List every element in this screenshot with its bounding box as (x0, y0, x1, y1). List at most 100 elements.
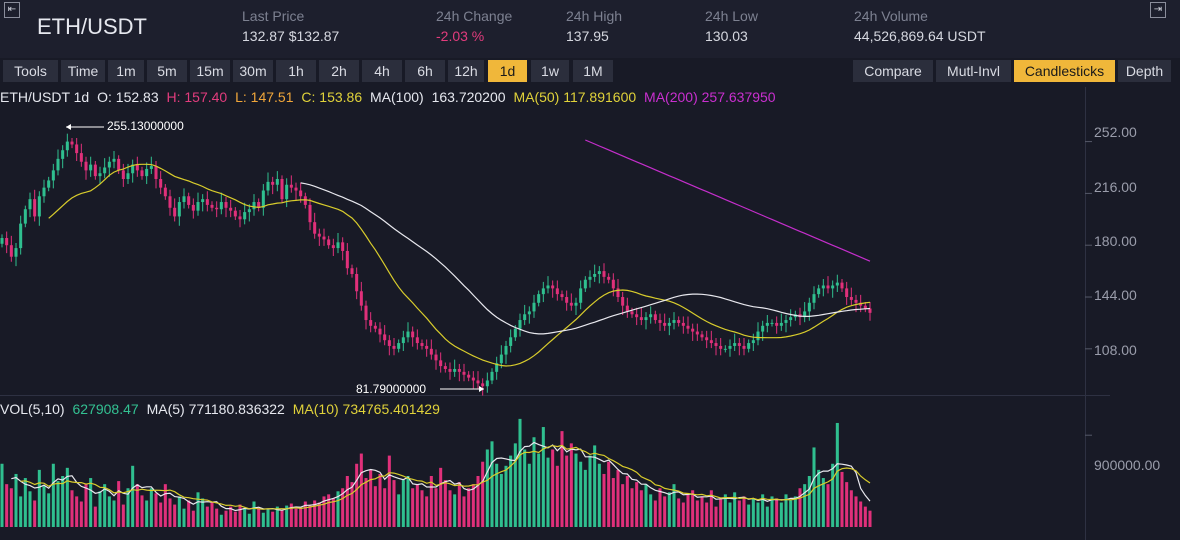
volume-bar (719, 498, 723, 527)
volume-bar (117, 481, 121, 527)
candle-body (709, 340, 713, 344)
volume-bar (257, 507, 261, 527)
candle-body (630, 311, 634, 315)
candle-body (476, 380, 480, 384)
candle-body (812, 294, 816, 303)
volume-bar (247, 513, 251, 527)
interval-1w-button[interactable]: 1w (531, 60, 569, 82)
volume-bar (803, 484, 807, 527)
interval-5m-button[interactable]: 5m (147, 60, 187, 82)
volume-bar (294, 508, 298, 527)
stat-label: 24h Low (705, 8, 758, 24)
candle-body (70, 141, 74, 145)
volume-bar (425, 496, 429, 527)
volume-bar (308, 504, 312, 527)
ma50-line (48, 163, 871, 367)
candle-body (205, 199, 209, 205)
volume-bar (667, 492, 671, 527)
volume-bar (243, 508, 247, 527)
interval-1h-button[interactable]: 1h (276, 60, 316, 82)
candle-body (373, 325, 377, 329)
volume-bar (369, 469, 373, 527)
candle-body (61, 150, 65, 159)
volume-bar (532, 437, 536, 527)
candle-body (383, 334, 387, 341)
candlesticks-button[interactable]: Candlesticks (1014, 60, 1115, 82)
interval-6h-button[interactable]: 6h (405, 60, 445, 82)
candle-body (621, 297, 625, 306)
volume-bar (429, 476, 433, 527)
volume-bar (518, 418, 522, 527)
volume-bar (65, 467, 69, 527)
volume-bar (355, 463, 359, 527)
volume-bar (756, 502, 760, 527)
interval-15m-button[interactable]: 15m (190, 60, 230, 82)
candle-body (336, 242, 340, 249)
time-button[interactable]: Time (61, 60, 105, 82)
volume-bar (121, 504, 125, 527)
volume-bar (509, 455, 513, 527)
candle-body (849, 297, 853, 300)
multi-interval-button[interactable]: Mutl-Invl (936, 60, 1011, 82)
candle-body (569, 302, 573, 306)
candle-body (779, 322, 783, 326)
volume-bar (289, 503, 293, 527)
candle-body (677, 320, 681, 323)
volume-bar (653, 500, 657, 527)
interval-1M-button[interactable]: 1M (573, 60, 613, 82)
volume-bar (42, 486, 46, 527)
candle-body (257, 202, 261, 208)
volume-bar (439, 467, 443, 527)
candle-body (485, 380, 489, 387)
interval-1m-button[interactable]: 1m (108, 60, 144, 82)
candle-body (523, 314, 527, 321)
interval-1d-button[interactable]: 1d (488, 60, 527, 82)
volume-bar (131, 465, 135, 527)
volume-bar (14, 473, 18, 527)
candle-body (756, 331, 760, 341)
vol-legend-ma5: MA(5) 771180.836322 (146, 401, 285, 417)
volume-bar (173, 504, 177, 527)
interval-2h-button[interactable]: 2h (319, 60, 359, 82)
collapse-left-icon[interactable]: ⇤ (4, 2, 20, 18)
interval-4h-button[interactable]: 4h (362, 60, 402, 82)
interval-30m-button[interactable]: 30m (233, 60, 273, 82)
low-annotation: 81.79000000 (356, 382, 427, 396)
volume-bar (625, 476, 629, 527)
candle-body (145, 168, 149, 177)
volume-bar (5, 484, 9, 527)
volume-bar (863, 506, 867, 527)
volume-bar (607, 461, 611, 527)
tools-button[interactable]: Tools (3, 60, 58, 82)
candle-body (639, 317, 643, 321)
candle-body (579, 288, 583, 303)
volume-bar (840, 471, 844, 527)
interval-12h-button[interactable]: 12h (448, 60, 484, 82)
volume-bar (313, 500, 317, 527)
volume-bar (415, 484, 419, 527)
candle-body (93, 164, 97, 177)
volume-bar (322, 496, 326, 527)
legend-ma200: MA(200) 257.637950 (644, 89, 776, 105)
candle-body (201, 199, 205, 203)
candle-body (238, 216, 242, 220)
volume-bar (541, 427, 545, 527)
collapse-right-icon[interactable]: ⇥ (1150, 2, 1166, 18)
stat-label: Last Price (242, 8, 305, 24)
volume-bar (280, 510, 284, 527)
volume-bar (89, 478, 93, 527)
candle-body (453, 368, 457, 372)
volume-bar (663, 496, 667, 527)
volume-bar (159, 502, 163, 527)
candle-body (126, 173, 130, 180)
volume-bar (98, 491, 102, 527)
volume-bar (238, 504, 242, 527)
compare-button[interactable]: Compare (853, 60, 933, 82)
volume-bar (224, 510, 228, 527)
candle-body (597, 271, 601, 274)
volume-bar (537, 453, 541, 527)
depth-button[interactable]: Depth (1118, 60, 1171, 82)
volume-bar (411, 488, 415, 527)
candle-body (742, 345, 746, 349)
